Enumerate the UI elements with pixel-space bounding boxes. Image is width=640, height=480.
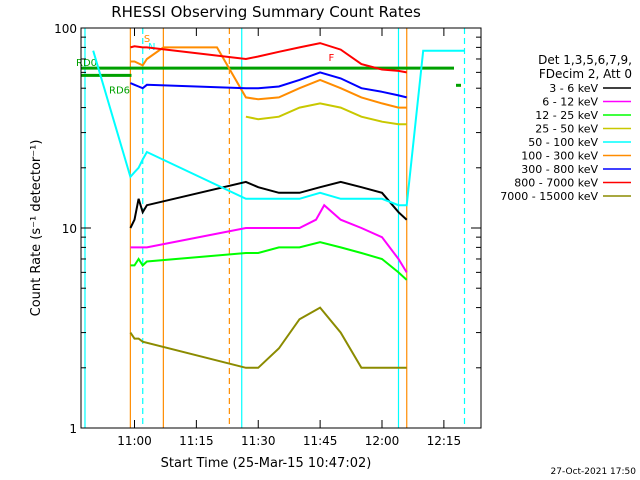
x-tick-label-2: 11:30: [241, 434, 276, 448]
x-tick-label-4: 12:00: [365, 434, 400, 448]
y-tick-label-2: 100: [54, 22, 77, 36]
y-tick-label-1: 10: [62, 222, 77, 236]
legend-label-4: 50 - 100 keV: [528, 136, 598, 149]
legend-label-5: 100 - 300 keV: [521, 150, 598, 163]
y-axis-label: Count Rate (s⁻¹ detector⁻¹): [29, 140, 44, 317]
x-tick-label-3: 11:45: [303, 434, 338, 448]
legend-header-line-2: FDecim 2, Att 0: [539, 67, 632, 81]
legend-label-7: 800 - 7000 keV: [514, 177, 598, 190]
x-tick-label-1: 11:15: [179, 434, 214, 448]
y-tick-label-0: 1: [69, 422, 77, 436]
legend-label-0: 3 - 6 keV: [549, 82, 598, 95]
series-line-1: [130, 203, 408, 273]
series-line-3: [245, 102, 407, 126]
legend-label-8: 7000 - 15000 keV: [500, 190, 598, 203]
series-line-4: [92, 49, 465, 207]
chart-title: RHESSI Observing Summary Count Rates: [111, 3, 421, 21]
legend-header-line-1: Det 1,3,5,6,7,9,: [538, 53, 632, 67]
flare-label: F: [328, 53, 334, 64]
generation-timestamp: 27-Oct-2021 17:50: [551, 467, 637, 477]
legend-label-6: 300 - 800 keV: [521, 163, 598, 176]
series-line-0: [129, 180, 408, 229]
x-tick-label-0: 11:00: [117, 434, 152, 448]
saa-label: S: [144, 34, 150, 45]
legend: Det 1,3,5,6,7,9, FDecim 2, Att 0 3 - 6 k…: [500, 53, 632, 203]
axes: 11:00 11:15 11:30 11:45 12:00 12:15 1 10 100: [54, 22, 481, 448]
legend-label-2: 12 - 25 keV: [535, 109, 598, 122]
x-axis-label: Start Time (25-Mar-15 10:47:02): [161, 456, 372, 471]
series-line-8: [129, 306, 407, 369]
series-line-2: [130, 241, 408, 281]
series-line-5: [130, 46, 407, 109]
series-line-6: [130, 71, 407, 99]
rd0-label: RD0: [76, 58, 97, 69]
x-tick-label-5: 12:15: [427, 434, 462, 448]
rd6-label: RD6: [109, 85, 130, 96]
legend-label-1: 6 - 12 keV: [542, 96, 598, 109]
series-line-7: [130, 42, 407, 74]
legend-label-3: 25 - 50 keV: [535, 123, 598, 136]
